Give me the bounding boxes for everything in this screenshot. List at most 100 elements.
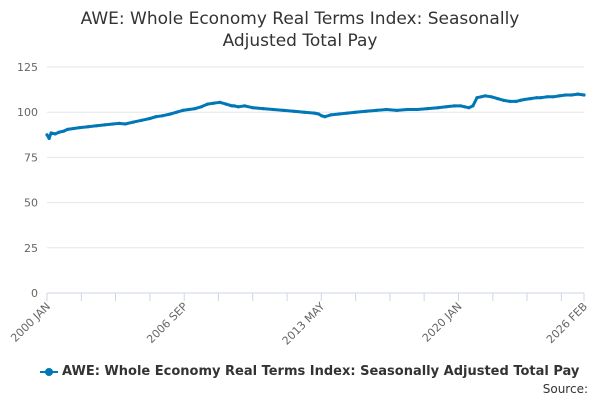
- data-point[interactable]: [251, 106, 255, 110]
- data-point[interactable]: [489, 95, 493, 99]
- data-point[interactable]: [354, 110, 358, 114]
- data-point[interactable]: [557, 94, 561, 98]
- data-point[interactable]: [57, 130, 61, 134]
- y-tick-label: 0: [31, 287, 38, 300]
- data-point[interactable]: [444, 105, 448, 109]
- data-point[interactable]: [576, 92, 580, 96]
- data-point[interactable]: [518, 98, 522, 102]
- data-point[interactable]: [86, 125, 90, 129]
- data-point[interactable]: [475, 96, 479, 100]
- data-point[interactable]: [302, 110, 306, 114]
- data-point[interactable]: [292, 109, 296, 113]
- data-point[interactable]: [187, 107, 191, 112]
- x-tick-label: 2020 JAN: [420, 300, 465, 345]
- data-point[interactable]: [242, 104, 247, 108]
- data-point[interactable]: [282, 108, 286, 112]
- data-point[interactable]: [539, 96, 543, 100]
- series-awe-real-terms[interactable]: [45, 92, 586, 140]
- data-point[interactable]: [337, 112, 341, 116]
- data-point[interactable]: [224, 102, 228, 106]
- data-point[interactable]: [61, 129, 66, 133]
- data-point[interactable]: [459, 104, 463, 108]
- data-point[interactable]: [123, 122, 127, 126]
- data-point[interactable]: [384, 107, 389, 112]
- data-point[interactable]: [131, 120, 135, 124]
- x-tick-label: 2013 MAY: [280, 300, 328, 348]
- data-point[interactable]: [312, 111, 317, 115]
- data-point[interactable]: [160, 114, 164, 118]
- data-point[interactable]: [528, 97, 533, 101]
- data-point[interactable]: [323, 115, 327, 119]
- y-tick-label: 50: [24, 197, 38, 210]
- data-point[interactable]: [364, 109, 368, 113]
- data-point[interactable]: [426, 107, 430, 111]
- data-point[interactable]: [45, 133, 49, 137]
- data-point[interactable]: [415, 107, 419, 112]
- data-point[interactable]: [483, 94, 487, 98]
- data-point[interactable]: [467, 106, 471, 110]
- data-point[interactable]: [271, 107, 275, 112]
- data-point[interactable]: [463, 105, 467, 109]
- legend-item[interactable]: AWE: Whole Economy Real Terms Index: Sea…: [40, 364, 579, 379]
- chart-title-line-1: AWE: Whole Economy Real Terms Index: Sea…: [80, 9, 520, 29]
- data-point[interactable]: [175, 110, 179, 114]
- chart-title: AWE: Whole Economy Real Terms Index: Sea…: [0, 8, 600, 52]
- data-point[interactable]: [66, 127, 70, 131]
- data-point[interactable]: [551, 95, 555, 99]
- data-point[interactable]: [53, 132, 57, 136]
- data-point[interactable]: [212, 101, 216, 105]
- data-point[interactable]: [582, 93, 586, 97]
- data-point[interactable]: [545, 95, 549, 99]
- data-point[interactable]: [405, 107, 409, 112]
- data-point[interactable]: [193, 107, 197, 111]
- data-point[interactable]: [47, 136, 51, 140]
- data-point[interactable]: [479, 95, 483, 99]
- data-point[interactable]: [181, 108, 185, 112]
- data-point[interactable]: [522, 97, 526, 102]
- data-point[interactable]: [535, 96, 539, 100]
- data-point[interactable]: [140, 118, 144, 122]
- x-axis-labels: 2000 JAN 2006 SEP 2013 MAY 2020 JAN 2026 FEB: [8, 300, 590, 348]
- source-credit: Source:: [542, 382, 588, 396]
- data-point[interactable]: [502, 98, 506, 102]
- data-point[interactable]: [49, 131, 53, 135]
- data-point[interactable]: [72, 126, 76, 131]
- data-point[interactable]: [570, 93, 574, 97]
- data-point[interactable]: [117, 121, 121, 125]
- data-point[interactable]: [154, 115, 158, 119]
- x-tick-label: 2006 SEP: [144, 300, 190, 346]
- data-point[interactable]: [94, 124, 98, 128]
- data-point[interactable]: [563, 93, 568, 97]
- data-point[interactable]: [452, 104, 456, 108]
- data-point[interactable]: [232, 104, 236, 108]
- data-point[interactable]: [205, 102, 210, 106]
- data-point[interactable]: [261, 107, 265, 111]
- data-point[interactable]: [471, 104, 475, 108]
- data-point[interactable]: [111, 122, 115, 126]
- data-point[interactable]: [236, 105, 240, 109]
- grid-lines: [47, 66, 584, 249]
- y-axis-labels: 0 25 50 75 100 125: [17, 61, 38, 300]
- data-point[interactable]: [168, 112, 172, 116]
- data-point[interactable]: [514, 99, 518, 103]
- x-axis: [46, 292, 585, 301]
- data-point[interactable]: [496, 97, 500, 101]
- data-point[interactable]: [345, 111, 349, 115]
- data-point[interactable]: [395, 108, 399, 112]
- data-point[interactable]: [329, 113, 333, 117]
- data-point[interactable]: [508, 99, 512, 103]
- data-point[interactable]: [436, 106, 440, 110]
- data-point[interactable]: [103, 123, 107, 127]
- y-tick-label: 25: [24, 242, 38, 255]
- data-point[interactable]: [374, 108, 378, 112]
- data-point[interactable]: [199, 105, 203, 109]
- legend-swatch-icon: [40, 367, 58, 376]
- data-point[interactable]: [78, 126, 82, 130]
- data-point[interactable]: [148, 116, 152, 121]
- data-point[interactable]: [317, 112, 321, 116]
- data-point[interactable]: [320, 114, 324, 118]
- data-point[interactable]: [218, 100, 222, 104]
- y-tick-label: 100: [17, 106, 38, 119]
- x-tick-label: 2000 JAN: [8, 300, 53, 345]
